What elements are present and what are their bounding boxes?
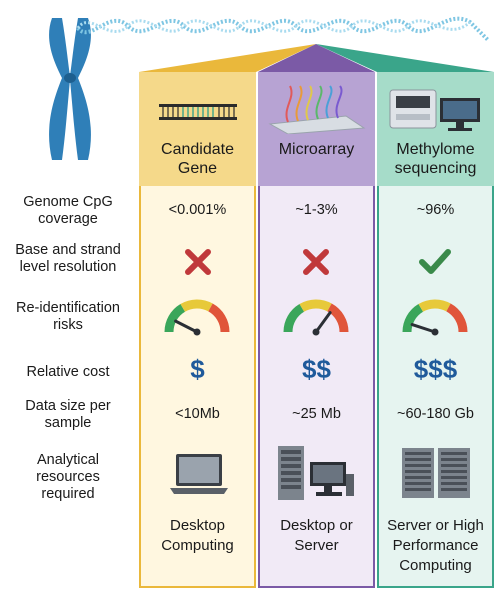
dna-strand-2 xyxy=(76,19,472,33)
resources-line: Desktop or xyxy=(280,517,353,534)
resources-text: Server or High Performance Computing xyxy=(377,516,494,576)
resources-line: Computing xyxy=(399,557,472,574)
gauge-needle xyxy=(314,311,332,334)
data-size-value: <10Mb xyxy=(175,406,220,422)
coverage-value: ~1-3% xyxy=(295,202,338,218)
column-title-line: Gene xyxy=(177,160,218,177)
laptop-icon xyxy=(170,454,228,494)
column-title-line: Methylome xyxy=(396,141,475,158)
cross-icon xyxy=(303,249,329,275)
row-label-line: Analytical xyxy=(36,452,100,468)
header-illustration xyxy=(49,16,494,160)
gauge-segment xyxy=(418,299,451,312)
row-label-line: coverage xyxy=(38,211,98,227)
cost-value: $ xyxy=(190,354,205,384)
row-label-line: Re-identification xyxy=(16,300,120,316)
column-title-line: Candidate xyxy=(161,141,234,158)
chromosome-icon xyxy=(49,18,91,160)
column-title-microarray: Microarray xyxy=(258,140,375,159)
risk-gauge-icon xyxy=(283,299,349,336)
row-label-line: Relative cost xyxy=(26,364,110,380)
gauge-hub xyxy=(431,328,439,336)
coverage-value: ~96% xyxy=(416,202,455,218)
row-label-risk: Re-identification risks xyxy=(0,300,136,334)
gauge-hub xyxy=(312,328,320,336)
row-label-line: sample xyxy=(44,415,92,431)
row-label-line: Base and strand xyxy=(15,242,121,258)
gauge-segment xyxy=(402,304,424,333)
gauge-segment xyxy=(299,299,332,312)
server-rack-icon xyxy=(402,448,470,498)
data-size-value: ~60-180 Gb xyxy=(397,406,474,422)
check-icon xyxy=(419,249,451,274)
gauge-segment xyxy=(446,303,468,333)
resources-line: Performance xyxy=(392,537,479,554)
gauge-segment xyxy=(327,303,349,333)
gauge-needle xyxy=(410,323,437,334)
header-candidate-gene xyxy=(139,72,256,186)
data-size-value: ~25 Mb xyxy=(292,406,341,422)
resources-line: Server or High xyxy=(387,517,484,534)
row-label-line: Genome CpG xyxy=(23,194,113,210)
row-label-coverage: Genome CpG coverage xyxy=(0,194,136,228)
row-label-resolution: Base and strand level resolution xyxy=(0,242,136,276)
gauge-segment xyxy=(164,304,186,333)
gene-strand-icon xyxy=(159,104,237,120)
row-label-line: resources xyxy=(36,469,100,485)
row-label-cost: Relative cost xyxy=(0,364,136,381)
column-title-methylome: Methylome sequencing xyxy=(377,140,494,178)
gauge-segment xyxy=(180,299,213,312)
row-label-line: level resolution xyxy=(19,259,117,275)
row-label-resources: Analytical resources required xyxy=(0,452,136,503)
desktop-server-icon xyxy=(278,446,354,500)
resources-text: Desktop Computing xyxy=(139,516,256,556)
gauge-needle xyxy=(174,319,199,334)
risk-gauge-icon xyxy=(402,299,468,336)
cost-value: $$$ xyxy=(413,354,458,384)
resources-line: Computing xyxy=(161,537,234,554)
dna-strand xyxy=(76,16,490,42)
cross-icon xyxy=(185,249,211,275)
coverage-value: <0.001% xyxy=(168,202,227,218)
column-title-line: sequencing xyxy=(394,160,477,177)
risk-gauge-icon xyxy=(164,299,230,336)
resources-line: Server xyxy=(294,537,339,554)
row-label-line: required xyxy=(41,486,95,502)
header-roof-3 xyxy=(316,44,494,72)
resources-text: Desktop or Server xyxy=(258,516,375,556)
row-label-line: risks xyxy=(53,317,83,333)
row-label-size: Data size per sample xyxy=(0,398,136,432)
row-label-line: Data size per xyxy=(25,398,111,414)
header-roof-1 xyxy=(139,44,316,72)
cost-value: $$ xyxy=(302,354,331,384)
column-title-line: Microarray xyxy=(278,141,355,158)
column-title-candidate-gene: Candidate Gene xyxy=(139,140,256,178)
resources-line: Desktop xyxy=(169,517,226,534)
gauge-hub xyxy=(193,328,201,336)
sequencer-icon xyxy=(389,89,480,131)
header-roof-2 xyxy=(258,44,375,72)
gauge-segment xyxy=(283,304,305,333)
gauge-segment xyxy=(208,303,230,333)
microarray-chip-icon xyxy=(268,85,366,134)
